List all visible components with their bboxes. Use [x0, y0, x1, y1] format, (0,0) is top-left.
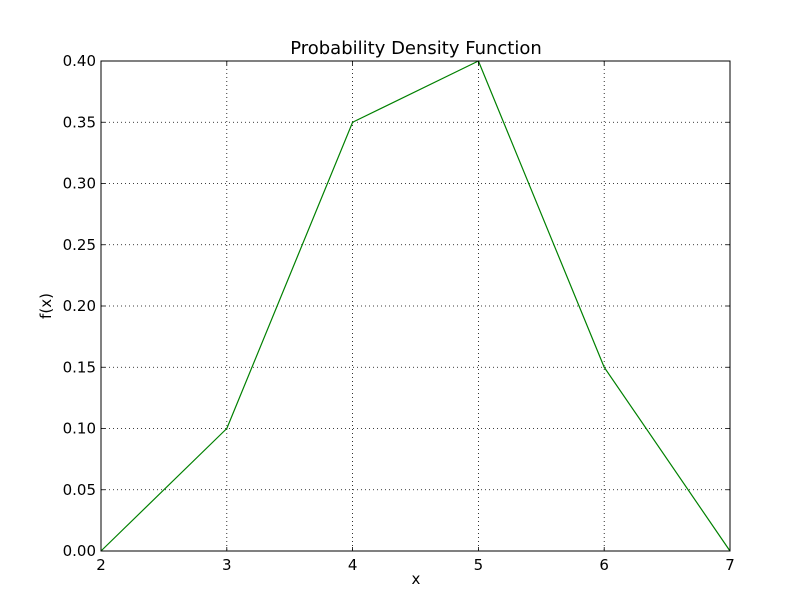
tick-marks	[100, 60, 731, 552]
series-lines	[100, 60, 731, 552]
chart-title: Probability Density Function	[290, 38, 542, 59]
y-tick-label: 0.10	[63, 420, 96, 438]
x-tick-label: 5	[474, 556, 484, 574]
y-tick-label: 0.15	[63, 358, 96, 376]
grid-lines	[100, 60, 731, 552]
series-line	[100, 60, 731, 552]
y-tick-label: 0.30	[63, 175, 96, 193]
plot-frame	[100, 60, 731, 552]
x-tick-label: 7	[725, 556, 735, 574]
y-tick-label: 0.35	[63, 113, 96, 131]
y-tick-label: 0.00	[63, 542, 96, 560]
x-tick-label: 2	[96, 556, 106, 574]
x-tick-labels: 2 3 4 5 6 7	[96, 556, 735, 574]
x-tick-label: 6	[599, 556, 609, 574]
x-tick-label: 4	[348, 556, 358, 574]
x-axis-label: x	[412, 570, 421, 588]
y-tick-label: 0.20	[63, 297, 96, 315]
y-tick-label: 0.40	[63, 52, 96, 70]
y-axis-label: f(x)	[37, 293, 55, 319]
y-tick-labels: 0.00 0.05 0.10 0.15 0.20 0.25 0.30 0.35 0.40	[63, 52, 96, 560]
x-tick-label: 3	[222, 556, 232, 574]
y-tick-label: 0.25	[63, 236, 96, 254]
y-tick-label: 0.05	[63, 481, 96, 499]
